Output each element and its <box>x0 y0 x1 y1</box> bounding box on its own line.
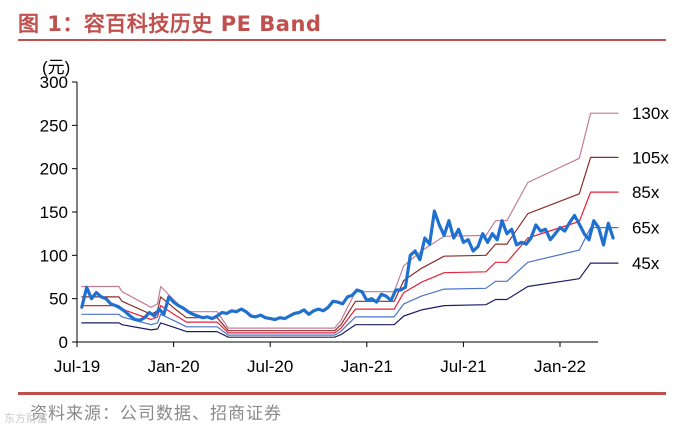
band-label: 130x <box>632 104 669 123</box>
y-tick-label: 250 <box>40 116 68 135</box>
y-tick-label: 150 <box>40 203 68 222</box>
band-label: 105x <box>632 148 669 167</box>
y-tick-label: 300 <box>40 73 68 92</box>
series-line-股价 <box>80 209 615 322</box>
series-line-105x <box>81 156 619 332</box>
x-tick-label: Jul-21 <box>440 357 486 376</box>
x-tick-label: Jul-20 <box>247 357 293 376</box>
y-axis-unit-label: (元) <box>42 58 70 77</box>
band-label: 45x <box>632 254 660 273</box>
series-line-45x <box>81 262 619 338</box>
watermark: 东方财富 <box>4 412 48 425</box>
title-rule <box>18 39 666 41</box>
series-line-65x <box>81 227 619 336</box>
x-tick-label: Jan-21 <box>341 357 393 376</box>
y-tick-label: 200 <box>40 160 68 179</box>
y-tick-label: 50 <box>49 290 68 309</box>
y-tick-label: 0 <box>59 333 68 352</box>
axes: 0 50 100 150 200 250 300 Jul-19 Jan-20 Jul-20 Jan-… <box>40 73 598 376</box>
footer-rule <box>18 392 666 395</box>
band-labels: 130x 105x 85x 65x 45x <box>632 104 669 273</box>
pe-band-chart: (元) 0 50 100 150 200 250 300 Jul-19 Jan-20 Jul-20… <box>40 58 670 376</box>
series-line-85x <box>81 191 619 334</box>
pe-band-lines <box>80 112 619 338</box>
x-tick-label: Jan-22 <box>534 357 586 376</box>
y-tick-label: 100 <box>40 246 68 265</box>
x-tick-label: Jan-20 <box>148 357 200 376</box>
figure-title: 图 1：容百科技历史 PE Band <box>18 12 322 36</box>
source-note: 资料来源：公司数据、招商证券 <box>30 404 282 424</box>
band-label: 65x <box>632 219 660 238</box>
band-label: 85x <box>632 183 660 202</box>
series-line-130x <box>81 112 619 329</box>
x-tick-label: Jul-19 <box>54 357 100 376</box>
